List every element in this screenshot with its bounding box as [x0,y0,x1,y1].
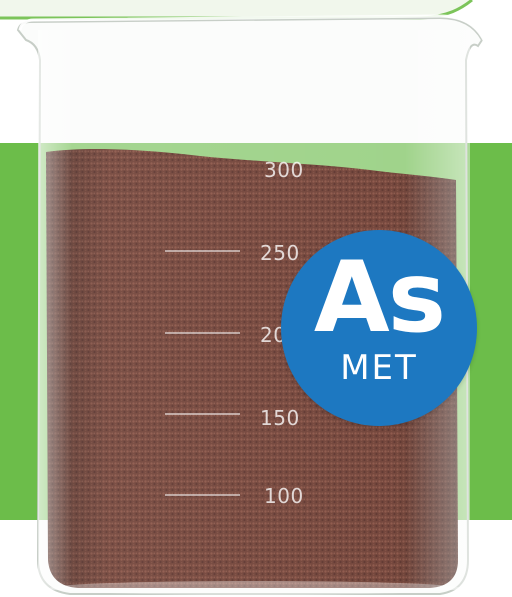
badge-symbol: As [313,241,446,355]
badge-subtitle: MET [340,348,418,388]
scale-label-100: 100 [264,484,304,508]
scale-label-250: 250 [260,241,300,265]
product-badge: As MET [281,230,477,426]
scale-label-150: 150 [260,406,300,430]
scale-label-300: 300 [264,158,304,182]
